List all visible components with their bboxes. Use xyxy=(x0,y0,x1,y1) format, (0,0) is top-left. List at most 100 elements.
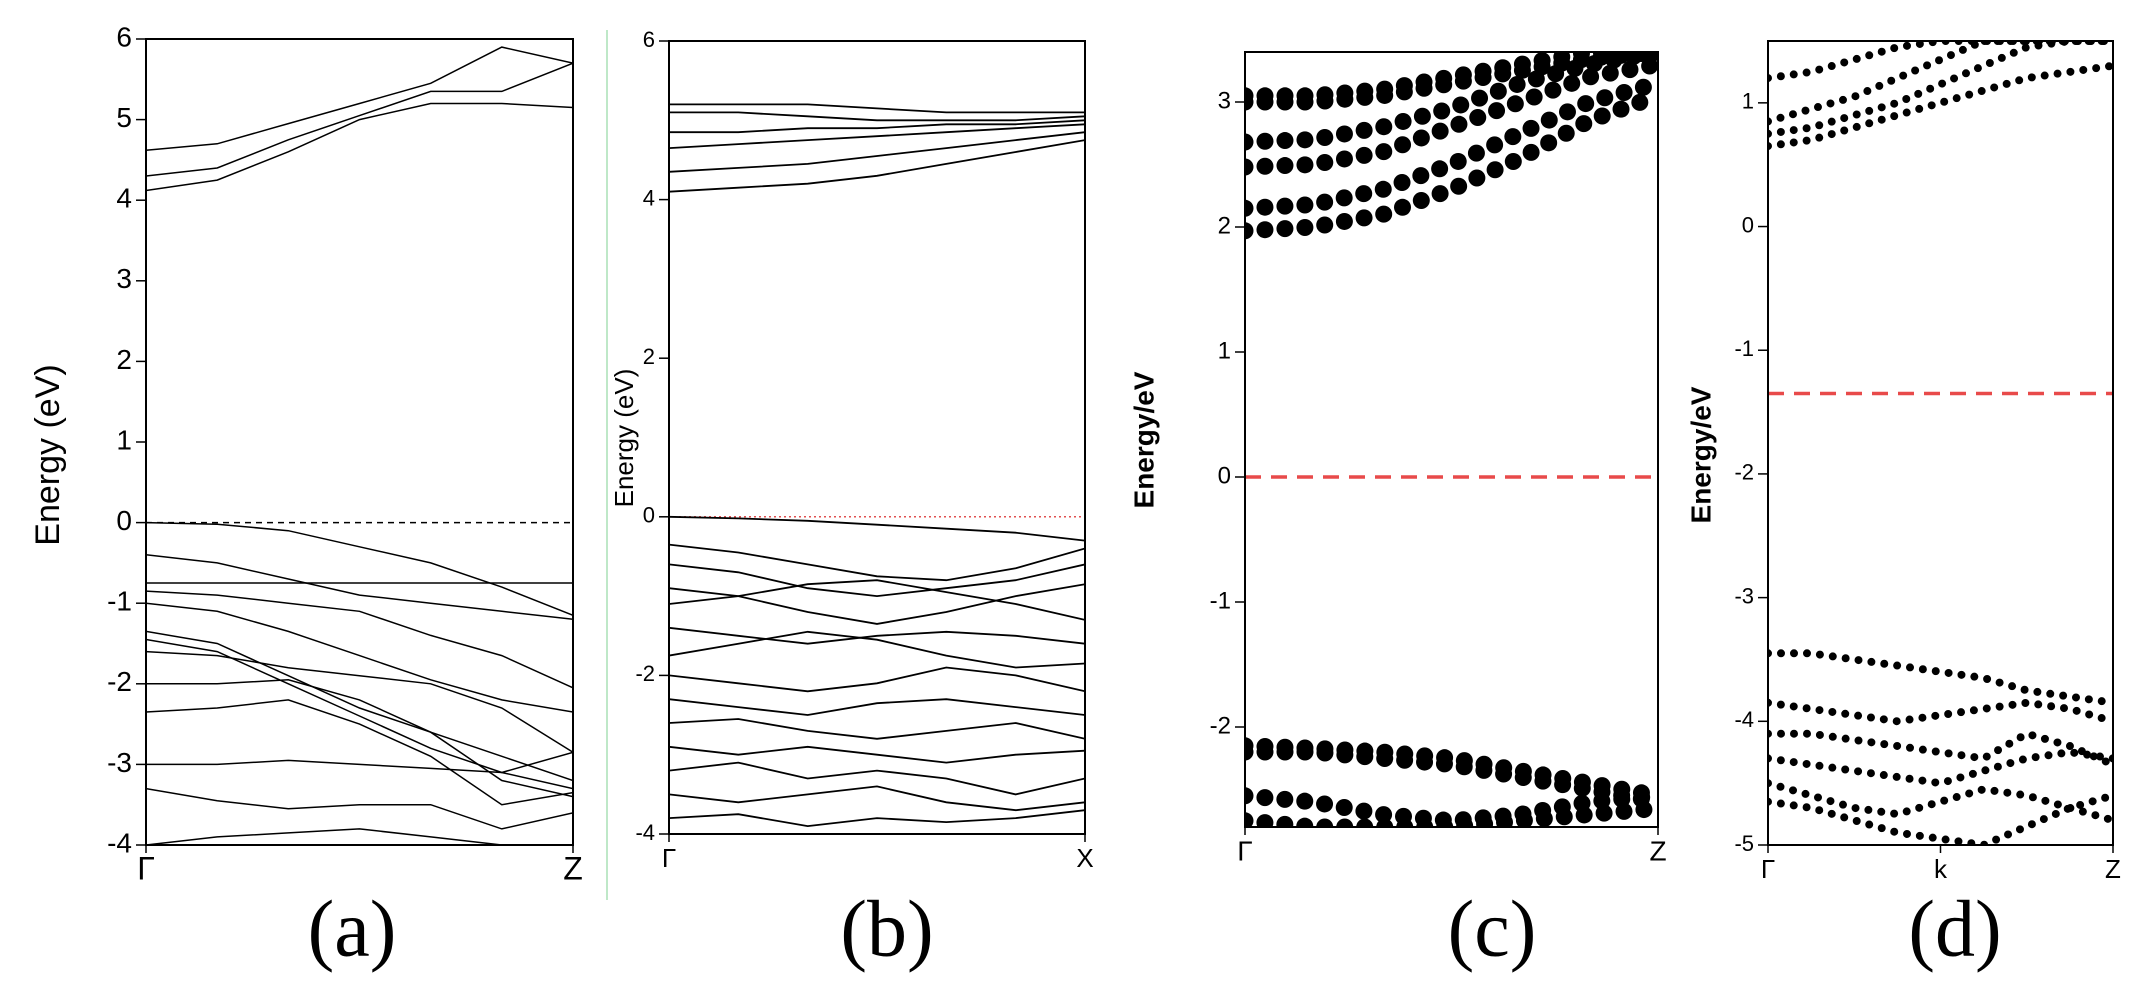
y-tick-label: 0 xyxy=(1218,462,1231,489)
x-tick-label: X xyxy=(1076,843,1093,873)
band xyxy=(669,563,1085,598)
y-tick-label: 6 xyxy=(116,21,132,52)
band xyxy=(1768,61,2113,151)
band xyxy=(1245,74,1658,217)
band xyxy=(1245,52,1658,105)
band xyxy=(146,679,573,798)
band xyxy=(146,650,573,753)
band xyxy=(1245,87,1658,240)
band xyxy=(669,718,1085,740)
plot-area xyxy=(1768,41,2113,845)
band xyxy=(146,699,573,806)
x-tick-label: Γ xyxy=(1237,835,1252,866)
band xyxy=(1768,779,2113,825)
y-tick-label: 3 xyxy=(1218,87,1231,114)
band xyxy=(1245,56,1658,176)
y-tick-label: -3 xyxy=(107,747,132,778)
y-axis-label: Energy (eV) xyxy=(609,369,639,508)
panel-caption: (b) xyxy=(840,885,933,973)
band xyxy=(146,62,573,177)
band xyxy=(669,630,1085,669)
plot-area xyxy=(146,46,573,845)
band xyxy=(146,590,573,689)
y-tick-label: 4 xyxy=(643,185,655,210)
y-axis-label: Energy/eV xyxy=(1128,371,1159,508)
y-tick-label: 1 xyxy=(1218,337,1231,364)
band xyxy=(1245,799,1658,827)
y-tick-label: 6 xyxy=(643,27,655,52)
band xyxy=(669,515,1085,542)
band xyxy=(669,543,1085,582)
band xyxy=(146,554,573,621)
axes-frame xyxy=(668,40,1086,835)
band xyxy=(1768,698,2113,726)
y-tick-label: -2 xyxy=(1210,712,1231,739)
band xyxy=(146,828,516,845)
band xyxy=(669,103,1085,114)
band xyxy=(669,111,1085,122)
y-tick-label: 2 xyxy=(1218,212,1231,239)
band xyxy=(146,630,573,782)
y-tick-label: -1 xyxy=(1210,587,1231,614)
band xyxy=(1768,791,2113,845)
x-tick-label: k xyxy=(1934,854,1948,884)
band xyxy=(669,583,1085,625)
band xyxy=(669,785,1085,812)
band xyxy=(1245,52,1658,151)
y-tick-label: -4 xyxy=(635,820,655,845)
band xyxy=(146,521,573,616)
band xyxy=(1768,41,2113,126)
x-tick-label: Γ xyxy=(662,843,676,873)
band xyxy=(669,139,1085,193)
band xyxy=(669,809,1085,828)
y-tick-label: 5 xyxy=(116,102,132,133)
y-tick-label: -2 xyxy=(635,661,655,686)
y-tick-label: 0 xyxy=(643,503,655,528)
axes-frame xyxy=(1767,40,2114,846)
y-tick-label: -4 xyxy=(1734,707,1754,732)
y-tick-label: 2 xyxy=(116,344,132,375)
panel-caption: (d) xyxy=(1908,885,2001,973)
band xyxy=(669,131,1085,173)
y-axis-label: Energy/eV xyxy=(1685,386,1716,523)
y-tick-label: -2 xyxy=(107,666,132,697)
band xyxy=(146,638,573,790)
band xyxy=(146,787,573,830)
band xyxy=(146,751,573,774)
y-tick-label: -3 xyxy=(1734,583,1754,608)
band xyxy=(669,626,1085,645)
band xyxy=(1245,743,1658,811)
band xyxy=(669,123,1085,149)
band xyxy=(1245,52,1658,111)
band xyxy=(669,579,1085,621)
y-tick-label: 4 xyxy=(116,183,132,214)
panel-caption: (a) xyxy=(308,885,397,973)
y-tick-label: -1 xyxy=(107,586,132,617)
band xyxy=(146,102,573,192)
x-tick-label: Z xyxy=(1649,835,1666,866)
y-axis-label: Energy (eV) xyxy=(29,364,67,545)
band xyxy=(669,119,1085,134)
x-tick-label: Z xyxy=(2105,854,2121,884)
x-tick-label: Γ xyxy=(137,850,155,886)
y-tick-label: -1 xyxy=(1734,336,1754,361)
band xyxy=(1768,729,2113,769)
y-tick-label: 2 xyxy=(643,344,655,369)
band xyxy=(669,761,1085,796)
band xyxy=(1768,41,2113,138)
panel-caption: (c) xyxy=(1448,885,1537,973)
band xyxy=(146,602,573,713)
y-tick-label: -2 xyxy=(1734,460,1754,485)
x-tick-label: Z xyxy=(563,850,583,886)
band xyxy=(1768,748,2113,788)
band xyxy=(1768,649,2113,707)
y-tick-label: 0 xyxy=(116,505,132,536)
y-tick-label: 0 xyxy=(1742,212,1754,237)
y-tick-label: 1 xyxy=(116,424,132,455)
plot-area xyxy=(1245,52,1658,827)
y-tick-label: 3 xyxy=(116,263,132,294)
band xyxy=(669,745,1085,764)
y-tick-label: -4 xyxy=(107,827,132,858)
band xyxy=(146,46,573,151)
